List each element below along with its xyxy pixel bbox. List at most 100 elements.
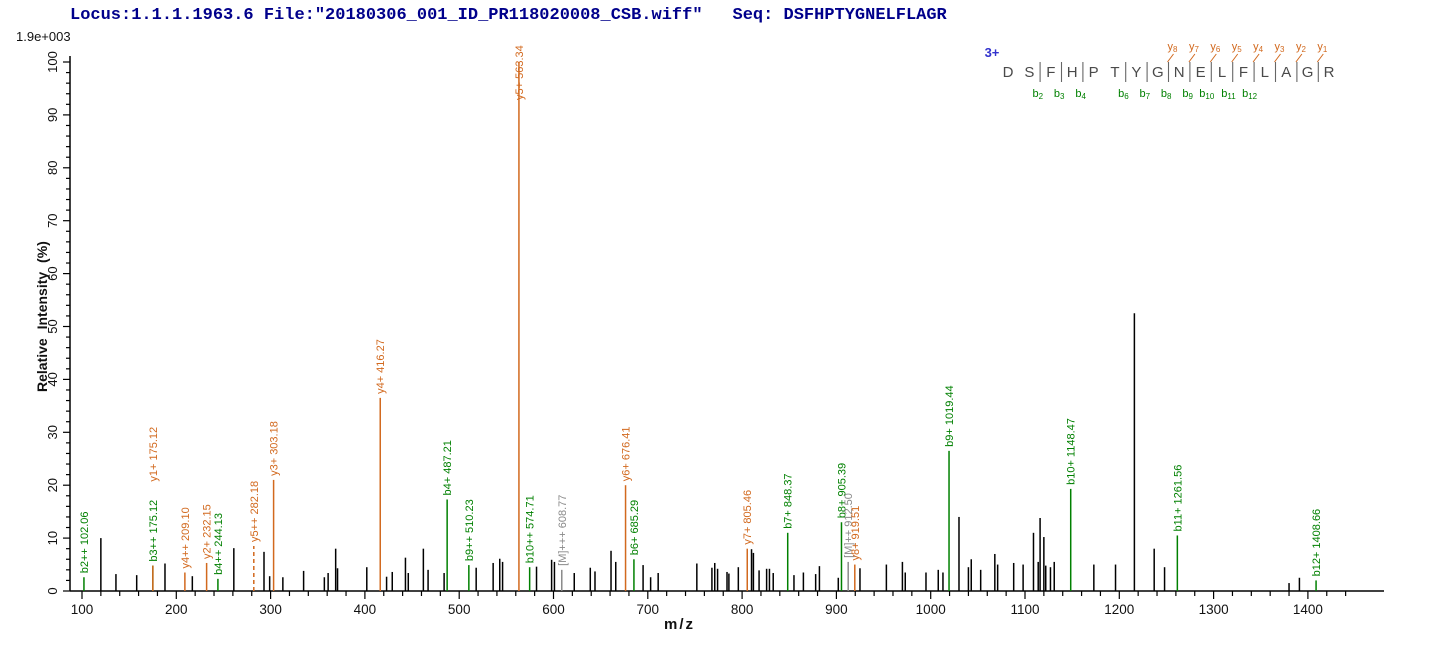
sequence-label: Seq: DSFHPTYGNELFLAGR (732, 6, 947, 25)
spectrum-header: Locus:1.1.1.1963.6 File:"20180306_001_ID… (70, 6, 947, 25)
y-ion-tick (1295, 53, 1303, 63)
peak-label: y4+ 416.27 (375, 339, 387, 394)
x-axis-title: m/z (664, 616, 696, 633)
x-tick-label: 800 (731, 602, 754, 617)
y-tick-label: 20 (45, 478, 60, 492)
peak-label: b4+ 487.21 (442, 440, 454, 495)
y-ion-tick (1209, 53, 1217, 63)
peak-label: [M]+++ 608.77 (557, 495, 569, 566)
x-tick-label: 700 (637, 602, 660, 617)
x-tick-label: 100 (71, 602, 94, 617)
x-tick-label: 200 (165, 602, 188, 617)
y-ion-tick (1188, 53, 1196, 63)
fragment-ion-label: b11 (1221, 88, 1236, 101)
y-tick-label: 60 (45, 266, 60, 280)
fragment-ion-label: y7 (1189, 41, 1200, 54)
fragment-ion-label: y5 (1232, 41, 1243, 54)
x-tick-label: 1300 (1199, 602, 1229, 617)
residue-letter: Y (1131, 64, 1141, 81)
residue-letter: G (1152, 64, 1164, 81)
y-axis-title: Relative Intensity (%) (34, 241, 50, 392)
x-tick-label: 1200 (1104, 602, 1134, 617)
peak-label: b11+ 1261.56 (1172, 465, 1184, 532)
y-tick-label: 80 (45, 161, 60, 175)
residue-letter: N (1174, 64, 1185, 81)
peak-label: b2++ 102.06 (79, 511, 91, 573)
file-label: File:"20180306_001_ID_PR118020008_CSB.wi… (263, 6, 703, 25)
peak-label: b9++ 510.23 (464, 499, 476, 561)
residue-letter: A (1281, 64, 1291, 81)
y-tick-label: 10 (45, 531, 60, 545)
y-tick-label: 40 (45, 372, 60, 386)
fragment-ion-label: b7 (1140, 88, 1151, 101)
intensity-scale-label: 1.9e+003 (16, 29, 71, 44)
residue-letter: F (1046, 64, 1055, 81)
peak-label: y3+ 303.18 (269, 421, 281, 476)
fragment-ion-label: b2 (1033, 88, 1044, 101)
peak-label: b10++ 574.71 (525, 495, 537, 563)
peak-label: b6+ 685.29 (629, 500, 641, 555)
peak-label: y6+ 676.41 (621, 426, 633, 481)
peak-label: b12+ 1408.66 (1311, 509, 1323, 577)
residue-letter: G (1302, 64, 1314, 81)
fragment-ion-label: y8 (1168, 41, 1179, 54)
x-tick-label: 1100 (1010, 602, 1039, 617)
y-ion-tick (1316, 53, 1324, 63)
x-tick-label: 600 (542, 602, 565, 617)
peak-label: y8+ 919.51 (850, 506, 862, 561)
y-tick-label: 30 (45, 425, 60, 439)
y-tick-label: 90 (45, 108, 60, 122)
x-tick-label: 500 (448, 602, 471, 617)
peak-label: y4++ 209.10 (180, 507, 192, 568)
residue-letter: E (1196, 64, 1206, 81)
fragment-ion-label: b12 (1242, 88, 1258, 101)
y-ion-tick (1167, 53, 1174, 63)
y-tick-label: 50 (45, 319, 60, 333)
peak-label: b4++ 244.13 (213, 513, 225, 575)
peak-label: y7+ 805.46 (742, 490, 754, 545)
peak-label: b10+ 1148.47 (1066, 418, 1078, 485)
y-ion-tick (1274, 53, 1281, 63)
peak-label: y5++ 282.18 (249, 481, 261, 542)
precursor-charge-label: 3+ (985, 45, 1000, 60)
residue-letter: T (1110, 64, 1119, 81)
residue-letter: F (1239, 64, 1248, 81)
peak-label: b8+ 905.39 (836, 463, 848, 518)
residue-letter: L (1261, 64, 1269, 81)
residue-letter: D (1003, 64, 1014, 81)
fragment-ion-label: y3 (1275, 41, 1286, 54)
y-tick-label: 70 (45, 213, 60, 227)
peak-label: y5+ 563.34 (514, 45, 526, 100)
x-tick-label: 900 (825, 602, 848, 617)
peak-label: b9+ 1019.44 (944, 385, 956, 446)
fragment-ion-label: b3 (1054, 88, 1065, 101)
x-tick-label: 1000 (916, 602, 946, 617)
peak-label: y1+ 175.12 (148, 427, 160, 482)
fragment-ion-label: y6 (1210, 41, 1221, 54)
y-ion-tick (1231, 53, 1239, 63)
x-tick-label: 400 (354, 602, 377, 617)
fragment-ion-label: b6 (1118, 88, 1129, 101)
peak-label: b7+ 848.37 (783, 473, 795, 528)
fragment-ion-label: y2 (1296, 41, 1307, 54)
x-tick-label: 300 (259, 602, 282, 617)
peak-label: y2+ 232.15 (202, 504, 214, 559)
fragment-ion-label: y4 (1253, 41, 1264, 54)
y-tick-label: 100 (45, 51, 60, 73)
locus-label: Locus:1.1.1.1963.6 (70, 6, 254, 25)
x-tick-label: 1400 (1293, 602, 1323, 617)
residue-letter: R (1324, 64, 1335, 81)
fragment-ion-label: y1 (1317, 41, 1328, 54)
residue-letter: L (1218, 64, 1226, 81)
residue-letter: S (1024, 64, 1034, 81)
fragment-ion-label: b4 (1075, 88, 1086, 101)
residue-letter: P (1089, 64, 1099, 81)
fragment-ion-label: b10 (1199, 88, 1215, 101)
y-tick-label: 0 (45, 587, 60, 594)
peak-label: b3++ 175.12 (148, 500, 160, 562)
fragment-ion-label: b8 (1161, 88, 1172, 101)
residue-letter: H (1067, 64, 1078, 81)
y-ion-tick (1252, 53, 1260, 63)
